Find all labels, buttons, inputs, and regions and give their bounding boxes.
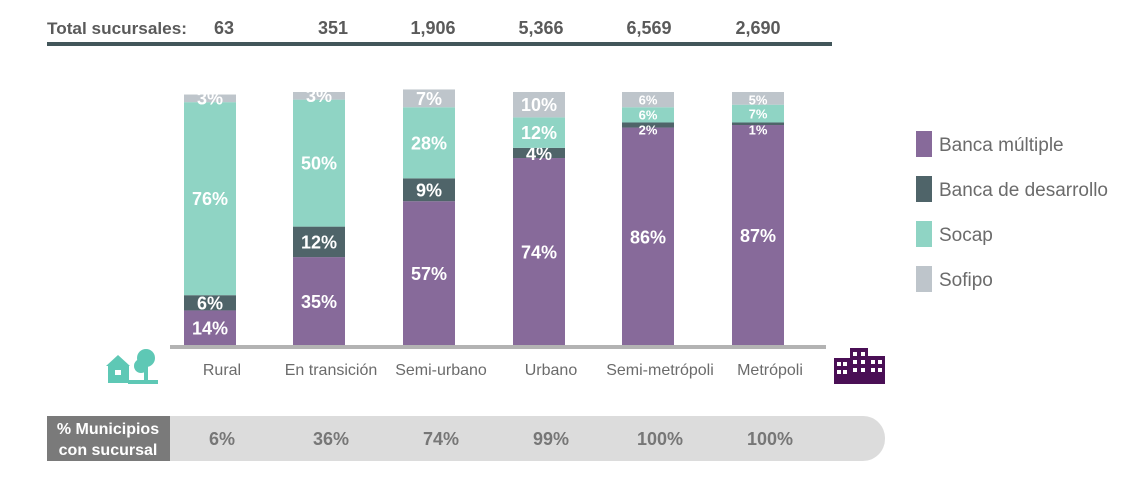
footer-value: 74% <box>423 429 459 449</box>
bar-segment <box>732 125 784 347</box>
data-label: 10% <box>521 95 557 115</box>
bar-segment <box>622 92 674 108</box>
bar-group: 74% 4%12% 10% <box>513 92 565 346</box>
legend-label: Banca múltiple <box>939 135 1064 156</box>
legend-label: Banca de desarrollo <box>939 180 1108 201</box>
data-label: 74% <box>521 243 557 263</box>
bar-segment <box>184 102 236 296</box>
bar-segment <box>403 201 455 346</box>
bar-segment <box>732 92 784 105</box>
bar-segment <box>732 104 784 123</box>
data-label: 6% <box>639 92 658 107</box>
bar-group: 14% 6% 76% 3% <box>184 88 236 346</box>
bar-segment <box>513 158 565 346</box>
total-value: 6,569 <box>626 18 671 38</box>
data-label: 50% <box>301 154 337 174</box>
bar-segment <box>184 295 236 311</box>
data-label: 1% <box>749 122 768 137</box>
data-label: 6% <box>197 293 223 313</box>
data-label: 3% <box>306 86 332 106</box>
footer-label-line2: con sucursal <box>59 442 158 459</box>
data-label: 6% <box>639 108 658 123</box>
house-tree-icon <box>106 349 158 384</box>
bar-group: 86%2%6%6% <box>622 92 674 346</box>
buildings-icon <box>834 348 885 384</box>
category-label: Metrópoli <box>737 362 803 379</box>
footer-value: 100% <box>637 429 683 449</box>
bar-segment <box>184 94 236 103</box>
bar-segment <box>513 92 565 118</box>
data-label: 7% <box>749 106 768 121</box>
bar-segment <box>403 89 455 108</box>
bar-segment <box>622 127 674 346</box>
category-label: Semi-urbano <box>395 362 487 379</box>
header-label: Total sucursales: <box>47 19 187 38</box>
total-value: 5,366 <box>518 18 563 38</box>
legend-label: Socap <box>939 225 993 246</box>
legend-item: Sofipo <box>916 266 993 292</box>
data-label: 12% <box>301 232 337 252</box>
footer-value: 6% <box>209 429 235 449</box>
legend-swatch <box>916 131 932 157</box>
total-value: 2,690 <box>735 18 780 38</box>
bar-segment <box>184 310 236 346</box>
data-label: 5% <box>749 92 768 107</box>
legend-swatch <box>916 176 932 202</box>
footer-label-box <box>47 416 170 461</box>
footer-value: 99% <box>533 429 569 449</box>
bar-segment <box>622 107 674 123</box>
footer-label-line1: % Municipios <box>57 421 159 438</box>
total-value: 351 <box>318 18 348 38</box>
total-value: 63 <box>214 18 234 38</box>
legend-item: Banca de desarrollo <box>916 176 1108 202</box>
bar-segment <box>513 147 565 159</box>
bar-group: 35% 12% 50% 3% <box>293 86 345 346</box>
bar-segment <box>403 178 455 202</box>
data-label: 86% <box>630 227 666 247</box>
legend-item: Socap <box>916 221 993 247</box>
category-label: Semi-metrópoli <box>606 362 714 379</box>
bar-segment <box>293 92 345 100</box>
data-label: 28% <box>411 133 447 153</box>
bar-group: 57% 9% 28% 7% <box>403 89 455 346</box>
bar-segment <box>293 226 345 258</box>
footer-value: 100% <box>747 429 793 449</box>
bar-segment <box>293 257 345 346</box>
legend-label: Sofipo <box>939 270 993 291</box>
data-label: 3% <box>197 88 223 108</box>
data-label: 12% <box>521 123 557 143</box>
legend-item: Banca múltiple <box>916 131 1064 157</box>
header-divider <box>47 42 832 46</box>
footer-value: 36% <box>313 429 349 449</box>
category-label: En transición <box>285 362 378 379</box>
legend-swatch <box>916 221 932 247</box>
category-label: Rural <box>203 362 241 379</box>
bar-segment <box>293 99 345 227</box>
x-axis-line <box>170 345 826 349</box>
data-label: 7% <box>416 89 442 109</box>
data-label: 35% <box>301 292 337 312</box>
category-label: Urbano <box>525 362 578 379</box>
data-label: 9% <box>416 180 442 200</box>
bar-segment <box>403 107 455 179</box>
footer-band <box>47 416 885 461</box>
bar-segment <box>622 122 674 128</box>
bar-segment <box>513 117 565 148</box>
bar-group: 87% 1%7%5% <box>732 92 784 347</box>
data-label: 57% <box>411 264 447 284</box>
data-label: 4% <box>526 144 552 164</box>
data-label: 2% <box>639 122 658 137</box>
data-label: 76% <box>192 189 228 209</box>
legend-swatch <box>916 266 932 292</box>
bar-segment <box>732 122 784 126</box>
data-label: 87% <box>740 226 776 246</box>
data-label: 14% <box>192 319 228 339</box>
total-value: 1,906 <box>410 18 455 38</box>
